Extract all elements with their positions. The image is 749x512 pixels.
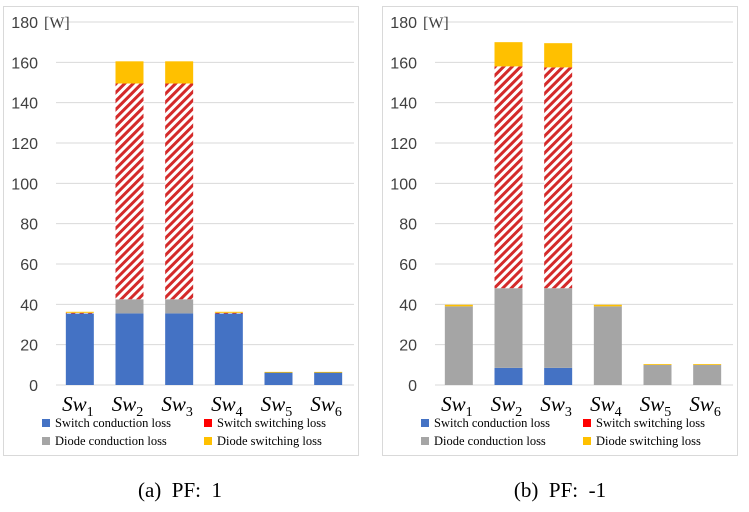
legend-swatch xyxy=(421,437,429,445)
y-tick-label: 120 xyxy=(390,136,417,153)
y-tick-label: 160 xyxy=(390,55,417,72)
bar-segment xyxy=(264,371,293,373)
chart-panel-pf-1: 0 20 40 60 80 100 120 140 160 180 [W] Sw1 Sw2 Sw3 Sw4 S… xyxy=(3,6,359,456)
y-tick-label: 0 xyxy=(29,378,38,395)
legend-swatch xyxy=(42,437,50,445)
legend-swatch xyxy=(583,437,591,445)
y-tick-label: 180 xyxy=(390,15,417,32)
y-tick-label: 0 xyxy=(408,378,417,395)
bar-segment xyxy=(544,367,573,385)
bar-segment xyxy=(165,83,194,300)
y-tick-label: 60 xyxy=(399,257,417,274)
bar-segment xyxy=(593,304,622,307)
y-tick-label: 100 xyxy=(390,176,417,193)
bar-segment xyxy=(314,371,343,373)
x-tick-label: Sw2 xyxy=(491,392,523,420)
bar-segment xyxy=(444,306,473,385)
legend-label: Diode switching loss xyxy=(596,434,701,448)
legend-label: Diode conduction loss xyxy=(55,434,167,448)
bar-segment xyxy=(693,364,722,385)
bar-segment xyxy=(65,313,94,385)
y-tick-label: 120 xyxy=(11,136,38,153)
x-tick-label: Sw6 xyxy=(310,392,342,420)
x-tick-label: Sw4 xyxy=(211,392,243,420)
legend-label: Switch conduction loss xyxy=(434,416,550,430)
y-tick-label: 100 xyxy=(11,176,38,193)
bar-segment xyxy=(544,67,573,289)
x-tick-label: Sw2 xyxy=(112,392,144,420)
x-tick-label: Sw5 xyxy=(261,392,293,420)
caption-text: PF: -1 xyxy=(548,478,607,502)
x-tick-label: Sw1 xyxy=(62,392,94,420)
caption-a: (a) PF: 1 xyxy=(0,478,360,503)
y-tick-label: 60 xyxy=(20,257,38,274)
bar-segment xyxy=(214,312,243,314)
legend-label: Switch switching loss xyxy=(596,416,705,430)
bar-segment xyxy=(693,364,722,365)
legend-label: Switch switching loss xyxy=(217,416,326,430)
y-tick-label: 80 xyxy=(20,217,38,234)
bar-segment xyxy=(544,288,573,368)
x-tick-label: Sw4 xyxy=(590,392,622,420)
legend-swatch xyxy=(421,419,429,427)
bar-segment xyxy=(165,299,194,314)
bar-segment xyxy=(264,372,293,385)
legend-swatch xyxy=(583,419,591,427)
y-tick-label: 180 xyxy=(11,15,38,32)
bar-segment xyxy=(494,367,523,385)
bar-segment xyxy=(165,313,194,385)
bar-segment xyxy=(65,311,94,313)
x-tick-label: Sw5 xyxy=(640,392,672,420)
y-tick-label: 40 xyxy=(399,297,417,314)
bar-segment xyxy=(444,304,473,307)
legend-label: Diode conduction loss xyxy=(434,434,546,448)
legend-swatch xyxy=(204,437,212,445)
bar-segment xyxy=(494,288,523,368)
bar-segment xyxy=(314,372,343,385)
y-tick-label: 80 xyxy=(399,217,417,234)
caption-text: PF: 1 xyxy=(171,478,222,502)
x-tick-label: Sw3 xyxy=(540,392,572,420)
y-tick-label: 20 xyxy=(20,338,38,355)
x-tick-label: Sw1 xyxy=(441,392,473,420)
bar-segment xyxy=(115,83,144,300)
legend-swatch xyxy=(42,419,50,427)
bar-segment xyxy=(65,312,94,314)
bar-segment xyxy=(494,42,523,67)
bar-segment xyxy=(115,61,144,84)
legend-label: Diode switching loss xyxy=(217,434,322,448)
bar-segment xyxy=(214,311,243,313)
bar-segment xyxy=(165,61,194,84)
chart-panel-pf-minus-1: 0 20 40 60 80 100 120 140 160 180 [W] Sw1 Sw2 Sw3 Sw4 S… xyxy=(382,6,738,456)
y-tick-label: 140 xyxy=(390,96,417,113)
bar-segment xyxy=(544,43,573,68)
caption-label: (b) xyxy=(513,478,539,502)
bar-segment xyxy=(643,364,672,365)
y-unit-label: [W] xyxy=(423,15,449,32)
bar-segment xyxy=(214,313,243,385)
y-tick-label: 20 xyxy=(399,338,417,355)
caption-b: (b) PF: -1 xyxy=(380,478,740,503)
legend-swatch xyxy=(204,419,212,427)
y-tick-label: 160 xyxy=(11,55,38,72)
y-tick-label: 40 xyxy=(20,297,38,314)
bar-segment xyxy=(593,306,622,385)
x-tick-label: Sw3 xyxy=(161,392,193,420)
legend-label: Switch conduction loss xyxy=(55,416,171,430)
bar-segment xyxy=(115,299,144,314)
y-tick-label: 140 xyxy=(11,96,38,113)
bar-segment xyxy=(494,66,523,289)
x-tick-label: Sw6 xyxy=(689,392,721,420)
caption-label: (a) xyxy=(137,478,162,502)
bar-segment xyxy=(115,313,144,385)
y-unit-label: [W] xyxy=(44,15,70,32)
bar-segment xyxy=(643,364,672,385)
